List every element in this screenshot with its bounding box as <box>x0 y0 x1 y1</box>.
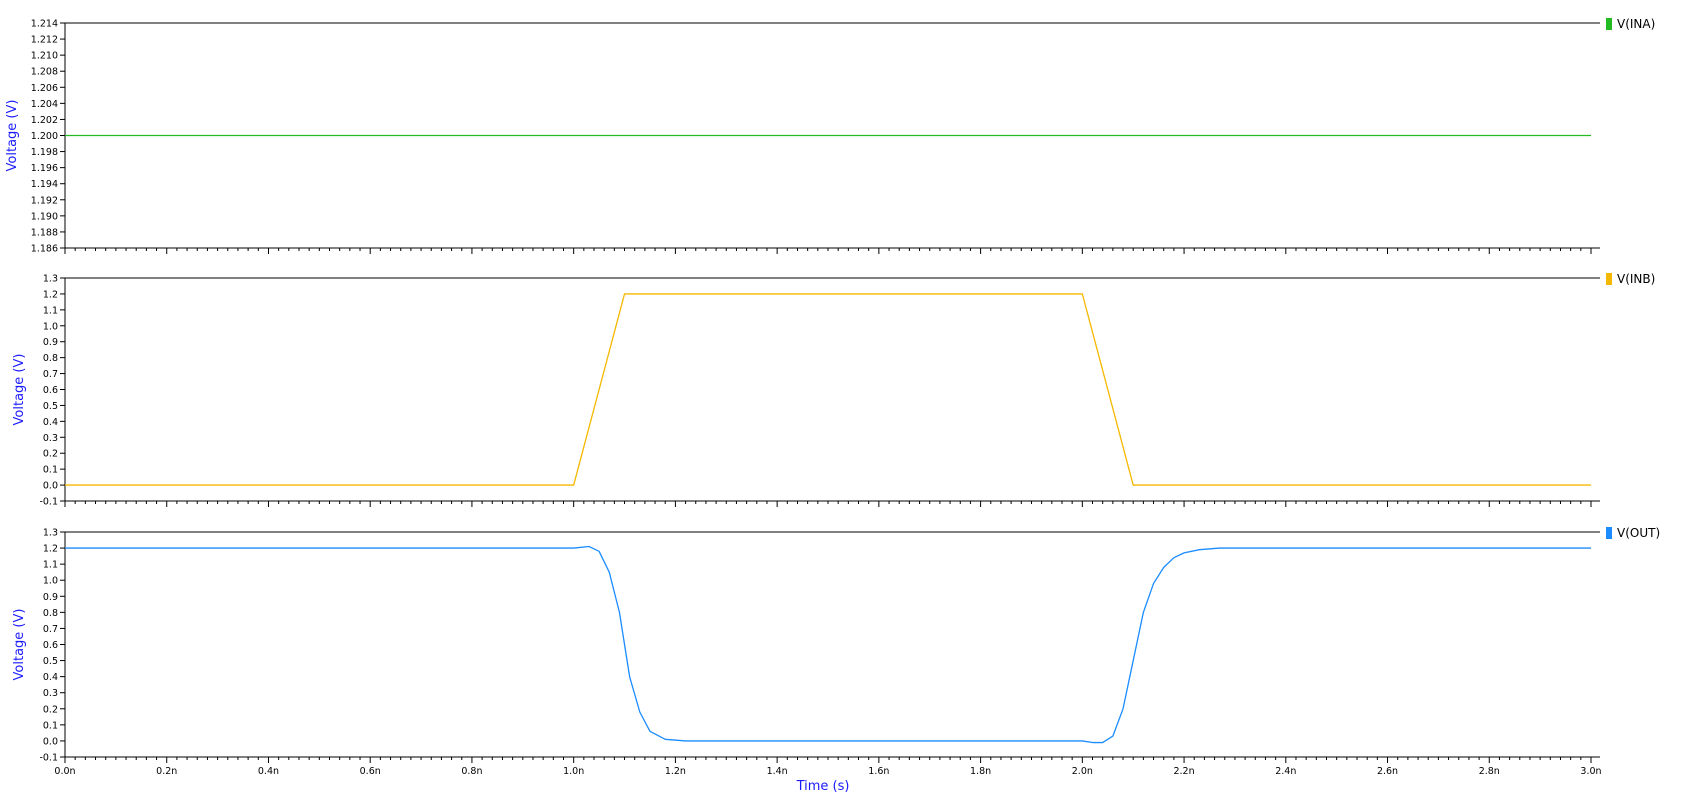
y-tick-label: 0.8 <box>43 353 58 364</box>
y-tick-label: 0.3 <box>43 688 58 699</box>
x-axis-title: Time (s) <box>796 779 850 794</box>
x-tick-label: 1.8n <box>970 766 991 777</box>
x-tick-label: 2.4n <box>1275 766 1296 777</box>
y-tick-label: 0.1 <box>43 720 58 731</box>
x-tick-label: 1.4n <box>767 766 788 777</box>
y-tick-label: 0.5 <box>43 401 58 412</box>
y-tick-label: -0.1 <box>39 753 58 764</box>
y-tick-label: 0.0 <box>43 736 58 747</box>
y-tick-label: 1.190 <box>31 211 58 222</box>
x-tick-label: 1.6n <box>868 766 889 777</box>
panel-2: 1.3 1.2 1.1 1.0 0.9 0.8 0.7 0.6 0.5 0.4 0.3 0.2 0.1 0… <box>12 526 1660 764</box>
y-tick-label: 1.1 <box>43 305 58 316</box>
y-tick-label: 0.0 <box>43 481 58 492</box>
y-tick-label: 0.2 <box>43 449 58 460</box>
series-line-vinb <box>65 293 1591 486</box>
y-tick-label: 1.206 <box>31 83 58 94</box>
y-tick-label: 1.186 <box>31 244 58 255</box>
x-tick-label: 0.6n <box>360 766 381 777</box>
y-tick-label: 0.1 <box>43 465 58 476</box>
legend-swatch <box>1606 527 1612 539</box>
x-tick-label: 0.4n <box>258 766 279 777</box>
y-tick-label: 1.200 <box>31 131 58 142</box>
x-tick-label: 2.6n <box>1377 766 1398 777</box>
y-tick-label: 1.192 <box>31 195 58 206</box>
panel-0: 1.214 1.212 1.210 1.208 1.206 1.204 1.202 1.200… <box>5 17 1655 255</box>
y-tick-label: 1.2 <box>43 289 58 300</box>
y-tick-label: 1.3 <box>43 274 58 285</box>
y-tick-label: 1.204 <box>31 99 58 110</box>
y-tick-label: 0.3 <box>43 433 58 444</box>
y-tick-label: 1.208 <box>31 67 58 78</box>
x-tick-label: 2.8n <box>1479 766 1500 777</box>
legend-label: V(INB) <box>1617 272 1655 286</box>
y-tick-label: 1.202 <box>31 115 58 126</box>
y-tick-label: 1.194 <box>31 179 58 190</box>
x-tick-label: 2.0n <box>1072 766 1093 777</box>
y-tick-label: 1.188 <box>31 227 58 238</box>
y-tick-label: 0.6 <box>43 640 58 651</box>
y-tick-label: 0.6 <box>43 385 58 396</box>
y-tick-label: 1.198 <box>31 147 58 158</box>
y-tick-label: 1.196 <box>31 163 58 174</box>
y-tick-label: 0.7 <box>43 369 58 380</box>
x-tick-label: 1.0n <box>563 766 584 777</box>
y-tick-label: 1.2 <box>43 544 58 555</box>
y-tick-label: 1.212 <box>31 35 58 46</box>
y-tick-label: 0.7 <box>43 624 58 635</box>
y-tick-label: 1.214 <box>31 19 58 30</box>
y-axis-title: Voltage (V) <box>12 609 27 681</box>
x-tick-label: 2.2n <box>1173 766 1194 777</box>
x-tick-label: 0.8n <box>461 766 482 777</box>
y-axis-title: Voltage (V) <box>5 100 20 172</box>
x-tick-label: 3.0n <box>1580 766 1601 777</box>
y-tick-label: -0.1 <box>39 497 58 508</box>
y-tick-label: 0.8 <box>43 608 58 619</box>
y-axis-title: Voltage (V) <box>12 354 27 426</box>
legend-swatch <box>1606 273 1612 285</box>
y-tick-label: 1.210 <box>31 51 58 62</box>
y-tick-label: 1.0 <box>43 321 58 332</box>
x-tick-label: 1.2n <box>665 766 686 777</box>
panel-1: 1.3 1.2 1.1 1.0 0.9 0.8 0.7 0.6 0.5 0.4 0.3 0.2 0.1 0… <box>12 272 1655 508</box>
y-tick-label: 0.5 <box>43 656 58 667</box>
y-tick-label: 0.9 <box>43 337 58 348</box>
x-tick-label: 0.0n <box>54 766 75 777</box>
y-tick-label: 1.3 <box>43 528 58 539</box>
y-tick-label: 0.9 <box>43 592 58 603</box>
y-tick-label: 0.4 <box>43 672 58 683</box>
legend-label: V(INA) <box>1617 17 1655 31</box>
y-tick-label: 0.4 <box>43 417 58 428</box>
y-tick-label: 1.0 <box>43 576 58 587</box>
legend-label: V(OUT) <box>1617 526 1660 540</box>
series-line-vout <box>65 545 1591 744</box>
y-tick-label: 0.2 <box>43 704 58 715</box>
legend-swatch <box>1606 18 1612 30</box>
x-tick-label: 0.2n <box>156 766 177 777</box>
y-tick-label: 1.1 <box>43 560 58 571</box>
